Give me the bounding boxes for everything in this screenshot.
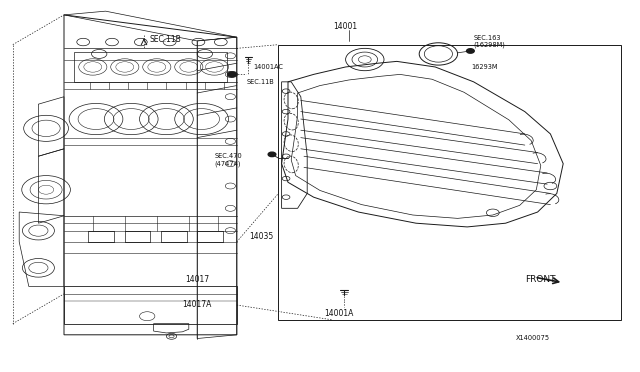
- Text: 14017A: 14017A: [182, 300, 212, 309]
- Text: 14001A: 14001A: [324, 309, 354, 318]
- Text: 14001: 14001: [333, 22, 358, 31]
- Text: X1400075: X1400075: [516, 335, 550, 341]
- Circle shape: [467, 49, 474, 53]
- Circle shape: [227, 71, 237, 77]
- Text: 14001AC: 14001AC: [253, 64, 283, 70]
- Bar: [278, 45, 621, 320]
- Text: 16293M: 16293M: [472, 64, 498, 70]
- Text: SEC.163
(16298M): SEC.163 (16298M): [474, 35, 506, 48]
- Text: SEC.470
(47474): SEC.470 (47474): [214, 153, 242, 167]
- Circle shape: [268, 152, 276, 157]
- Text: 14035: 14035: [250, 232, 274, 241]
- Text: FRONT: FRONT: [525, 275, 556, 284]
- Text: 14017: 14017: [186, 275, 210, 284]
- Text: SEC.11B: SEC.11B: [246, 79, 274, 85]
- Text: SEC.11B: SEC.11B: [149, 35, 181, 44]
